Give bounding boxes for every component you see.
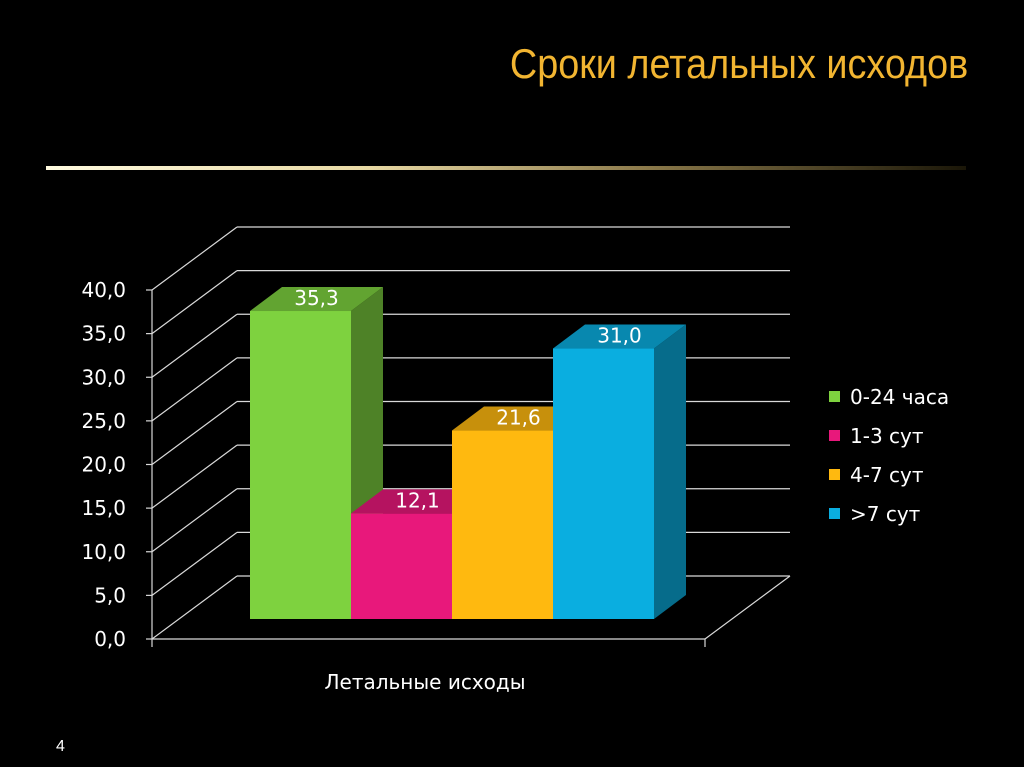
y-tick-label: 5,0 <box>94 583 126 607</box>
y-tick-label: 0,0 <box>94 627 126 651</box>
y-tick-label: 20,0 <box>81 453 126 477</box>
title-divider <box>46 166 966 170</box>
data-label: 21,6 <box>496 406 541 430</box>
data-label: 35,3 <box>294 286 339 310</box>
gridline-side <box>151 357 238 422</box>
y-tick-label: 15,0 <box>81 496 126 520</box>
gridline-side <box>151 270 238 335</box>
y-tick-label: 25,0 <box>81 409 126 433</box>
legend-item: 0-24 часа <box>829 385 949 409</box>
bar-4 <box>553 324 686 619</box>
bar-top <box>452 406 585 431</box>
floor-side-edge <box>704 575 791 640</box>
gridline-side <box>151 531 238 596</box>
data-label: 31,0 <box>597 324 642 348</box>
y-tick-label: 10,0 <box>81 540 126 564</box>
bar-front <box>351 513 452 619</box>
bar-2 <box>351 489 484 619</box>
legend-label: 4-7 сут <box>850 463 924 487</box>
y-axis: 0,0 5,0 10,0 15,0 20,0 25,0 30,0 35,0 40,0 <box>81 278 153 651</box>
gridline-side <box>151 401 238 465</box>
bar-top <box>553 324 686 349</box>
bar-front <box>553 348 654 619</box>
gridline-side <box>151 226 238 291</box>
legend-label: >7 сут <box>850 502 921 526</box>
legend-swatch <box>829 469 840 480</box>
data-labels: 35,3 12,1 21,6 31,0 <box>294 286 642 512</box>
chart-bars <box>250 287 686 619</box>
gridline-side <box>151 444 238 509</box>
bar-front <box>250 311 351 619</box>
gridline-side <box>151 488 238 553</box>
legend-label: 0-24 часа <box>850 385 949 409</box>
legend-label: 1-3 сут <box>850 424 924 448</box>
y-tick-label: 35,0 <box>81 322 126 346</box>
legend-item: 1-3 сут <box>829 424 924 448</box>
gridline-side <box>151 313 238 378</box>
y-tick-label: 40,0 <box>81 278 126 302</box>
legend-swatch <box>829 430 840 441</box>
legend-item: 4-7 сут <box>829 463 924 487</box>
bar-front <box>452 430 553 619</box>
legend-swatch <box>829 508 840 519</box>
legend-item: >7 сут <box>829 502 921 526</box>
slide-title: Сроки летальных исходов <box>509 40 968 87</box>
legend-swatch <box>829 391 840 402</box>
chart-legend: 0-24 часа 1-3 сут 4-7 сут >7 сут <box>829 385 949 526</box>
slide-number: 4 <box>56 738 65 755</box>
bar-top <box>351 489 484 514</box>
bar-top <box>250 287 383 312</box>
bar-side <box>654 324 686 619</box>
data-label: 12,1 <box>395 488 440 512</box>
y-tick-label: 30,0 <box>81 365 126 389</box>
gridline-side <box>151 575 238 640</box>
x-category-label: Летальные исходы <box>324 670 525 694</box>
